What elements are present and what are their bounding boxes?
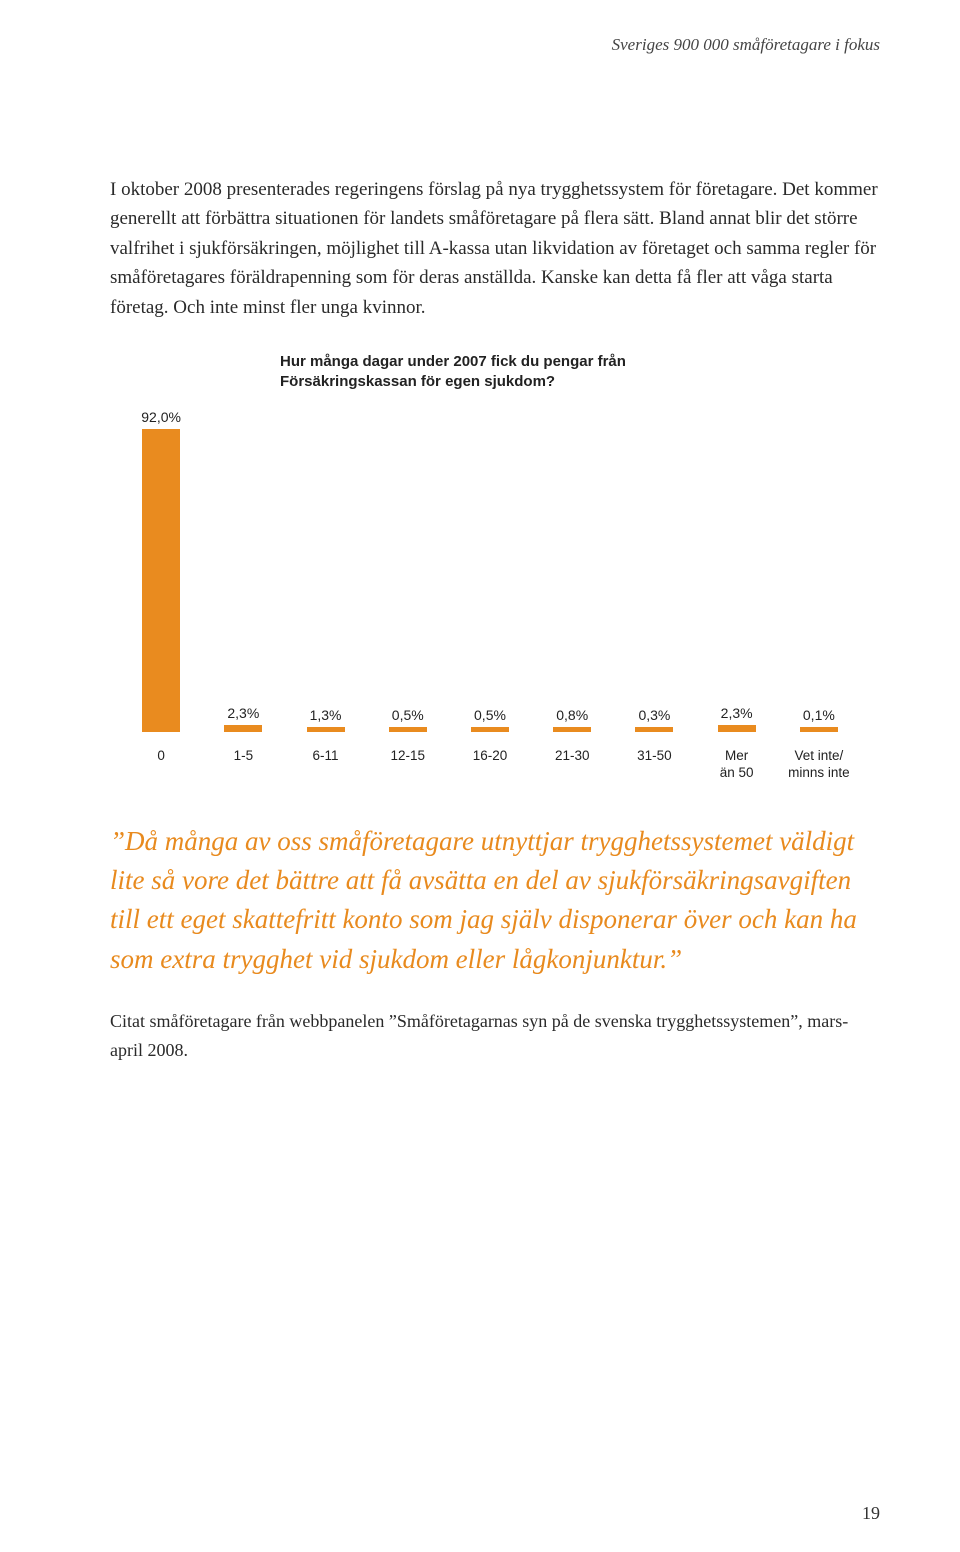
bar-rect — [553, 727, 591, 732]
bar-value-label: 92,0% — [141, 409, 181, 425]
bar-value-label: 2,3% — [721, 705, 753, 721]
body-paragraph: I oktober 2008 presenterades regeringens… — [110, 175, 880, 322]
x-axis-label: Vet inte/minns inte — [778, 748, 860, 782]
bar-rect — [224, 725, 262, 733]
running-head: Sveriges 900 000 småföretagare i fokus — [110, 35, 880, 55]
bar-rect — [635, 727, 673, 732]
bar-rect — [718, 725, 756, 733]
bar-col: 2,3% — [696, 372, 778, 732]
bar-rect — [389, 727, 427, 732]
bar-value-label: 2,3% — [227, 705, 259, 721]
bar-col: 0,5% — [367, 372, 449, 732]
x-axis-label: 31-50 — [613, 748, 695, 782]
bar-value-label: 0,1% — [803, 707, 835, 723]
bar-col: 92,0% — [120, 372, 202, 732]
bar-col: 2,3% — [202, 372, 284, 732]
bar-value-label: 1,3% — [310, 707, 342, 723]
bar-col: 1,3% — [284, 372, 366, 732]
x-axis: 01-56-1112-1516-2021-3031-50Merän 50Vet … — [120, 748, 860, 782]
pull-quote: ”Då många av oss småföretagare utnyttjar… — [110, 822, 880, 979]
x-axis-label: 16-20 — [449, 748, 531, 782]
bar-col: 0,3% — [613, 372, 695, 732]
bar-rect — [471, 727, 509, 732]
bar-col: 0,8% — [531, 372, 613, 732]
x-axis-label: 6-11 — [284, 748, 366, 782]
bar-rect — [142, 429, 180, 733]
citation: Citat småföretagare från webbpanelen ”Sm… — [110, 1007, 880, 1065]
x-axis-label: 21-30 — [531, 748, 613, 782]
bar-value-label: 0,8% — [556, 707, 588, 723]
sick-days-chart: Hur många dagar under 2007 fick du penga… — [120, 352, 860, 782]
bar-value-label: 0,5% — [392, 707, 424, 723]
bar-rect — [307, 727, 345, 732]
x-axis-label: 0 — [120, 748, 202, 782]
bar-value-label: 0,5% — [474, 707, 506, 723]
bar-rect — [800, 727, 838, 732]
chart-title-line1: Hur många dagar under 2007 fick du penga… — [280, 353, 626, 370]
x-axis-label: 1-5 — [202, 748, 284, 782]
bar-col: 0,5% — [449, 372, 531, 732]
page-number: 19 — [862, 1503, 880, 1524]
x-axis-label: Merän 50 — [696, 748, 778, 782]
bar-value-label: 0,3% — [638, 707, 670, 723]
bar-col: 0,1% — [778, 372, 860, 732]
bars-row: 92,0% 2,3% 1,3% 0,5% 0,5% 0,8% 0,3% 2,3% 0,1% — [120, 372, 860, 732]
x-axis-label: 12-15 — [367, 748, 449, 782]
